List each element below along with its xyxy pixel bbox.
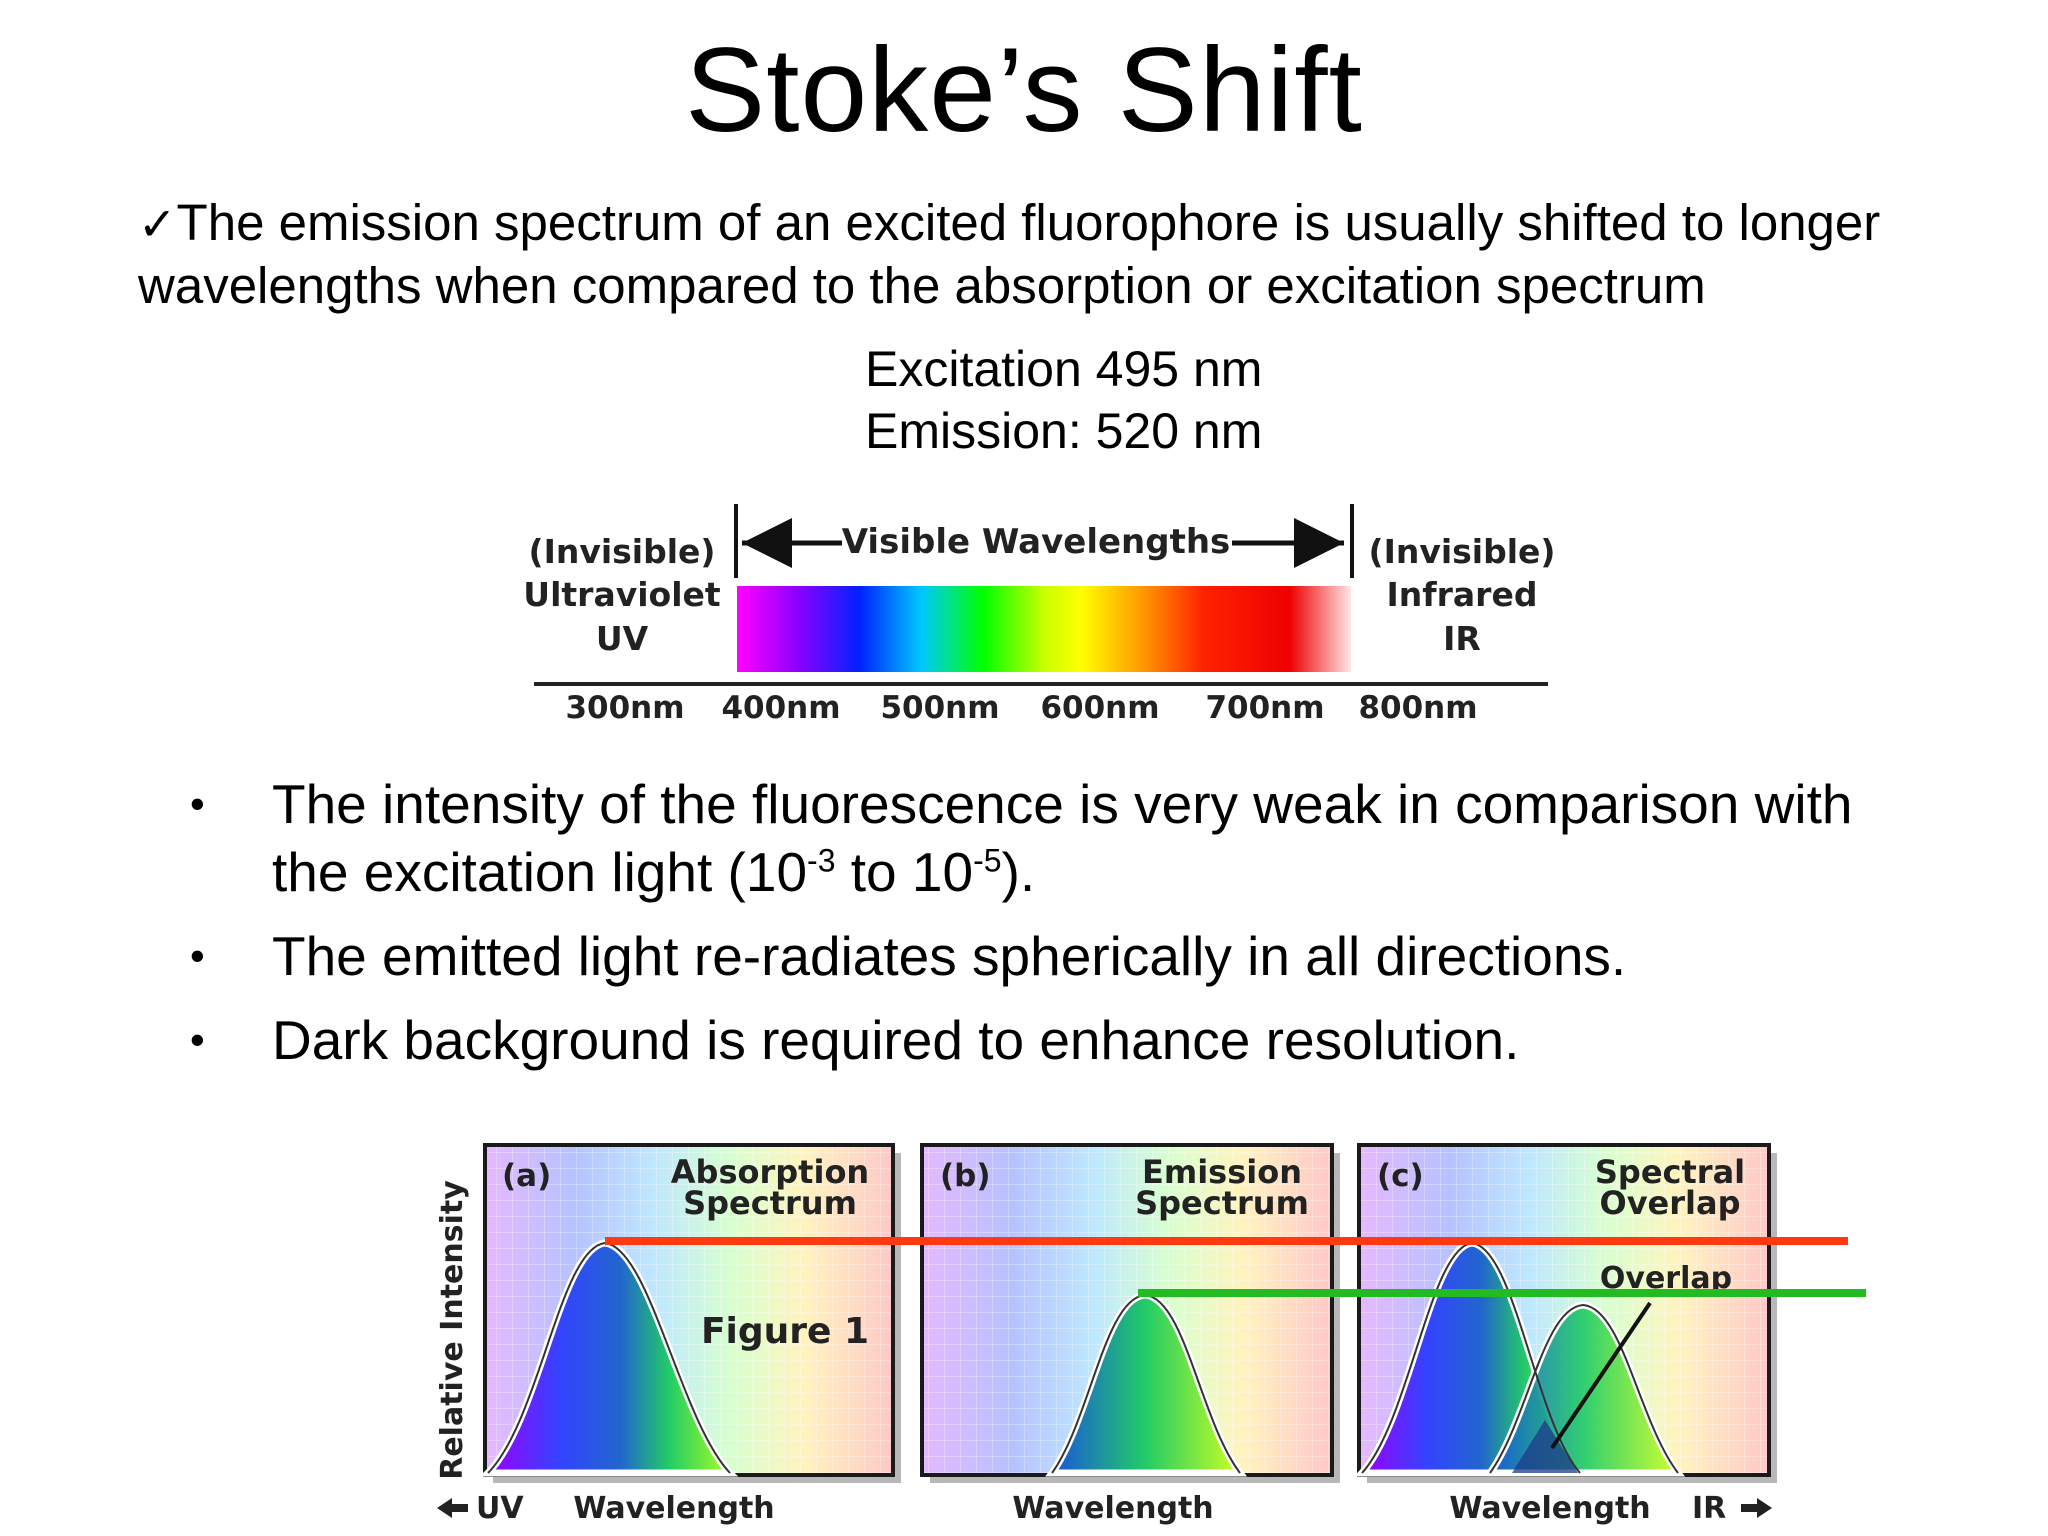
ir-label-line: Infrared — [1387, 575, 1538, 614]
panel-title: Emission — [1142, 1153, 1302, 1191]
excitation-value: Excitation 495 nm — [865, 341, 1263, 397]
wavelength-axis-label: Wavelength — [1012, 1491, 1213, 1526]
intro-text: The emission spectrum of an excited fluo… — [138, 194, 1881, 314]
slide-title: Stoke’s Shift — [685, 23, 1363, 157]
ir-label-line: IR — [1443, 619, 1481, 658]
ir-axis-label: IR — [1692, 1491, 1726, 1526]
panel-title: Spectrum — [683, 1184, 857, 1222]
panel-spectral-overlap: (c) Spectral Overlap Overlap — [1354, 1143, 1771, 1477]
wavelength-axis-label: Wavelength — [1449, 1491, 1650, 1526]
wavelength-axis-label: Wavelength — [573, 1491, 774, 1526]
tick-label: 800nm — [1358, 690, 1477, 726]
panel-title: Spectral — [1595, 1153, 1745, 1191]
bullet-item: • Dark background is required to enhance … — [190, 1006, 1910, 1074]
uv-label-line: UV — [596, 619, 649, 658]
bullet-list: • The intensity of the fluorescence is ve… — [190, 770, 1910, 1090]
ir-label-line: (Invisible) — [1368, 532, 1555, 571]
bullet-item: • The intensity of the fluorescence is ve… — [190, 770, 1910, 906]
tick-label: 700nm — [1205, 690, 1324, 726]
figure-1: Relative Intensity (a) Absorption Spectr… — [435, 1143, 1866, 1526]
check-icon: ✓ — [138, 197, 177, 251]
panel-title: Overlap — [1599, 1184, 1740, 1222]
panel-title: Absorption — [671, 1153, 869, 1191]
bullet-dot-icon: • — [190, 932, 205, 979]
tick-label: 300nm — [565, 690, 684, 726]
bullet-dot-icon: • — [190, 780, 205, 827]
bullet-dot-icon: • — [190, 1016, 205, 1063]
emission-curve-outline — [1489, 1303, 1679, 1474]
panel-letter: (b) — [940, 1158, 991, 1194]
wavelength-values: Excitation 495 nm Emission: 520 nm — [865, 338, 1262, 462]
y-axis-label: Relative Intensity — [435, 1180, 470, 1480]
uv-label-line: (Invisible) — [528, 532, 715, 571]
panel-absorption: (a) Absorption Spectrum Figure 1 — [479, 1143, 895, 1477]
tick-label: 400nm — [721, 690, 840, 726]
panel-letter: (a) — [502, 1158, 551, 1194]
panel-letter: (c) — [1377, 1158, 1424, 1194]
panel-emission: (b) Emission Spectrum — [920, 1143, 1334, 1477]
visible-wavelengths-label: Visible Wavelengths — [842, 522, 1231, 562]
intro-paragraph: ✓The emission spectrum of an excited flu… — [138, 192, 1938, 317]
visible-spectrum-figure: Visible Wavelengths (Invisible) Ultravio… — [523, 504, 1556, 726]
panel-title: Spectrum — [1135, 1184, 1309, 1222]
uv-arrow-icon — [437, 1498, 468, 1518]
ir-arrow-icon — [1741, 1498, 1772, 1518]
tick-label: 500nm — [880, 690, 999, 726]
overlap-pointer — [1550, 1301, 1652, 1450]
bullet-item: • The emitted light re-radiates spherical… — [190, 922, 1910, 990]
color-spectrum-bar — [737, 586, 1351, 672]
overlap-region — [1512, 1420, 1578, 1473]
uv-axis-label: UV — [476, 1491, 524, 1526]
tick-label: 600nm — [1040, 690, 1159, 726]
emission-value: Emission: 520 nm — [865, 403, 1263, 459]
figure-caption: Figure 1 — [701, 1311, 869, 1352]
uv-label-line: Ultraviolet — [523, 575, 721, 614]
